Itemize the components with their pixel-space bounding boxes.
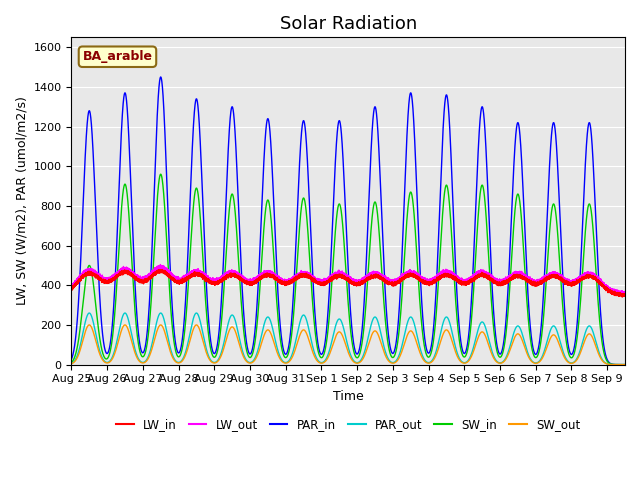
LW_out	[68, 284, 76, 289]
SW_in	[173, 351, 180, 357]
LW_in	[198, 272, 206, 278]
SW_in	[173, 353, 181, 359]
Line: PAR_in: PAR_in	[72, 77, 625, 365]
LW_out	[301, 270, 308, 276]
PAR_in	[621, 362, 629, 368]
SW_out	[173, 360, 180, 365]
Title: Solar Radiation: Solar Radiation	[280, 15, 417, 33]
LW_out	[198, 270, 206, 276]
Line: PAR_out: PAR_out	[72, 313, 625, 365]
LW_out	[157, 262, 164, 267]
LW_in	[173, 278, 181, 284]
LW_out	[173, 276, 180, 282]
LW_in	[173, 277, 180, 283]
PAR_out	[173, 359, 181, 365]
LW_in	[354, 281, 362, 287]
SW_out	[121, 322, 129, 328]
PAR_in	[173, 346, 180, 351]
SW_in	[413, 262, 421, 268]
SW_in	[354, 355, 362, 360]
LW_in	[68, 285, 76, 290]
SW_in	[301, 197, 308, 203]
LW_in	[413, 275, 421, 281]
PAR_out	[301, 313, 308, 319]
PAR_in	[198, 180, 206, 185]
LW_in	[619, 294, 627, 300]
Line: LW_out: LW_out	[72, 264, 625, 295]
PAR_in	[354, 350, 362, 356]
PAR_in	[301, 121, 308, 127]
PAR_in	[173, 348, 181, 354]
PAR_in	[68, 356, 76, 362]
X-axis label: Time: Time	[333, 390, 364, 403]
LW_in	[159, 266, 166, 272]
PAR_in	[157, 74, 164, 80]
SW_out	[198, 335, 206, 340]
Legend: LW_in, LW_out, PAR_in, PAR_out, SW_in, SW_out: LW_in, LW_out, PAR_in, PAR_out, SW_in, S…	[111, 413, 585, 435]
SW_in	[198, 240, 206, 246]
Line: SW_out: SW_out	[72, 325, 625, 365]
SW_out	[68, 361, 76, 367]
PAR_out	[354, 360, 362, 365]
Y-axis label: LW, SW (W/m2), PAR (umol/m2/s): LW, SW (W/m2), PAR (umol/m2/s)	[15, 96, 28, 305]
LW_in	[621, 293, 629, 299]
SW_out	[354, 360, 362, 366]
PAR_out	[121, 310, 129, 316]
LW_in	[301, 273, 308, 279]
SW_out	[413, 342, 421, 348]
SW_in	[621, 362, 629, 368]
SW_out	[173, 360, 181, 366]
Text: BA_arable: BA_arable	[83, 50, 152, 63]
SW_out	[621, 362, 629, 368]
LW_out	[620, 292, 627, 298]
PAR_out	[621, 362, 629, 368]
SW_in	[68, 360, 76, 365]
PAR_out	[173, 359, 180, 364]
PAR_out	[198, 326, 206, 332]
PAR_in	[413, 205, 421, 211]
LW_out	[354, 277, 362, 283]
SW_in	[157, 171, 164, 177]
LW_out	[173, 276, 181, 281]
LW_out	[621, 292, 629, 298]
SW_out	[301, 327, 308, 333]
Line: SW_in: SW_in	[72, 174, 625, 365]
Line: LW_in: LW_in	[72, 269, 625, 297]
PAR_out	[68, 360, 76, 366]
LW_out	[413, 271, 421, 277]
PAR_out	[413, 334, 421, 340]
